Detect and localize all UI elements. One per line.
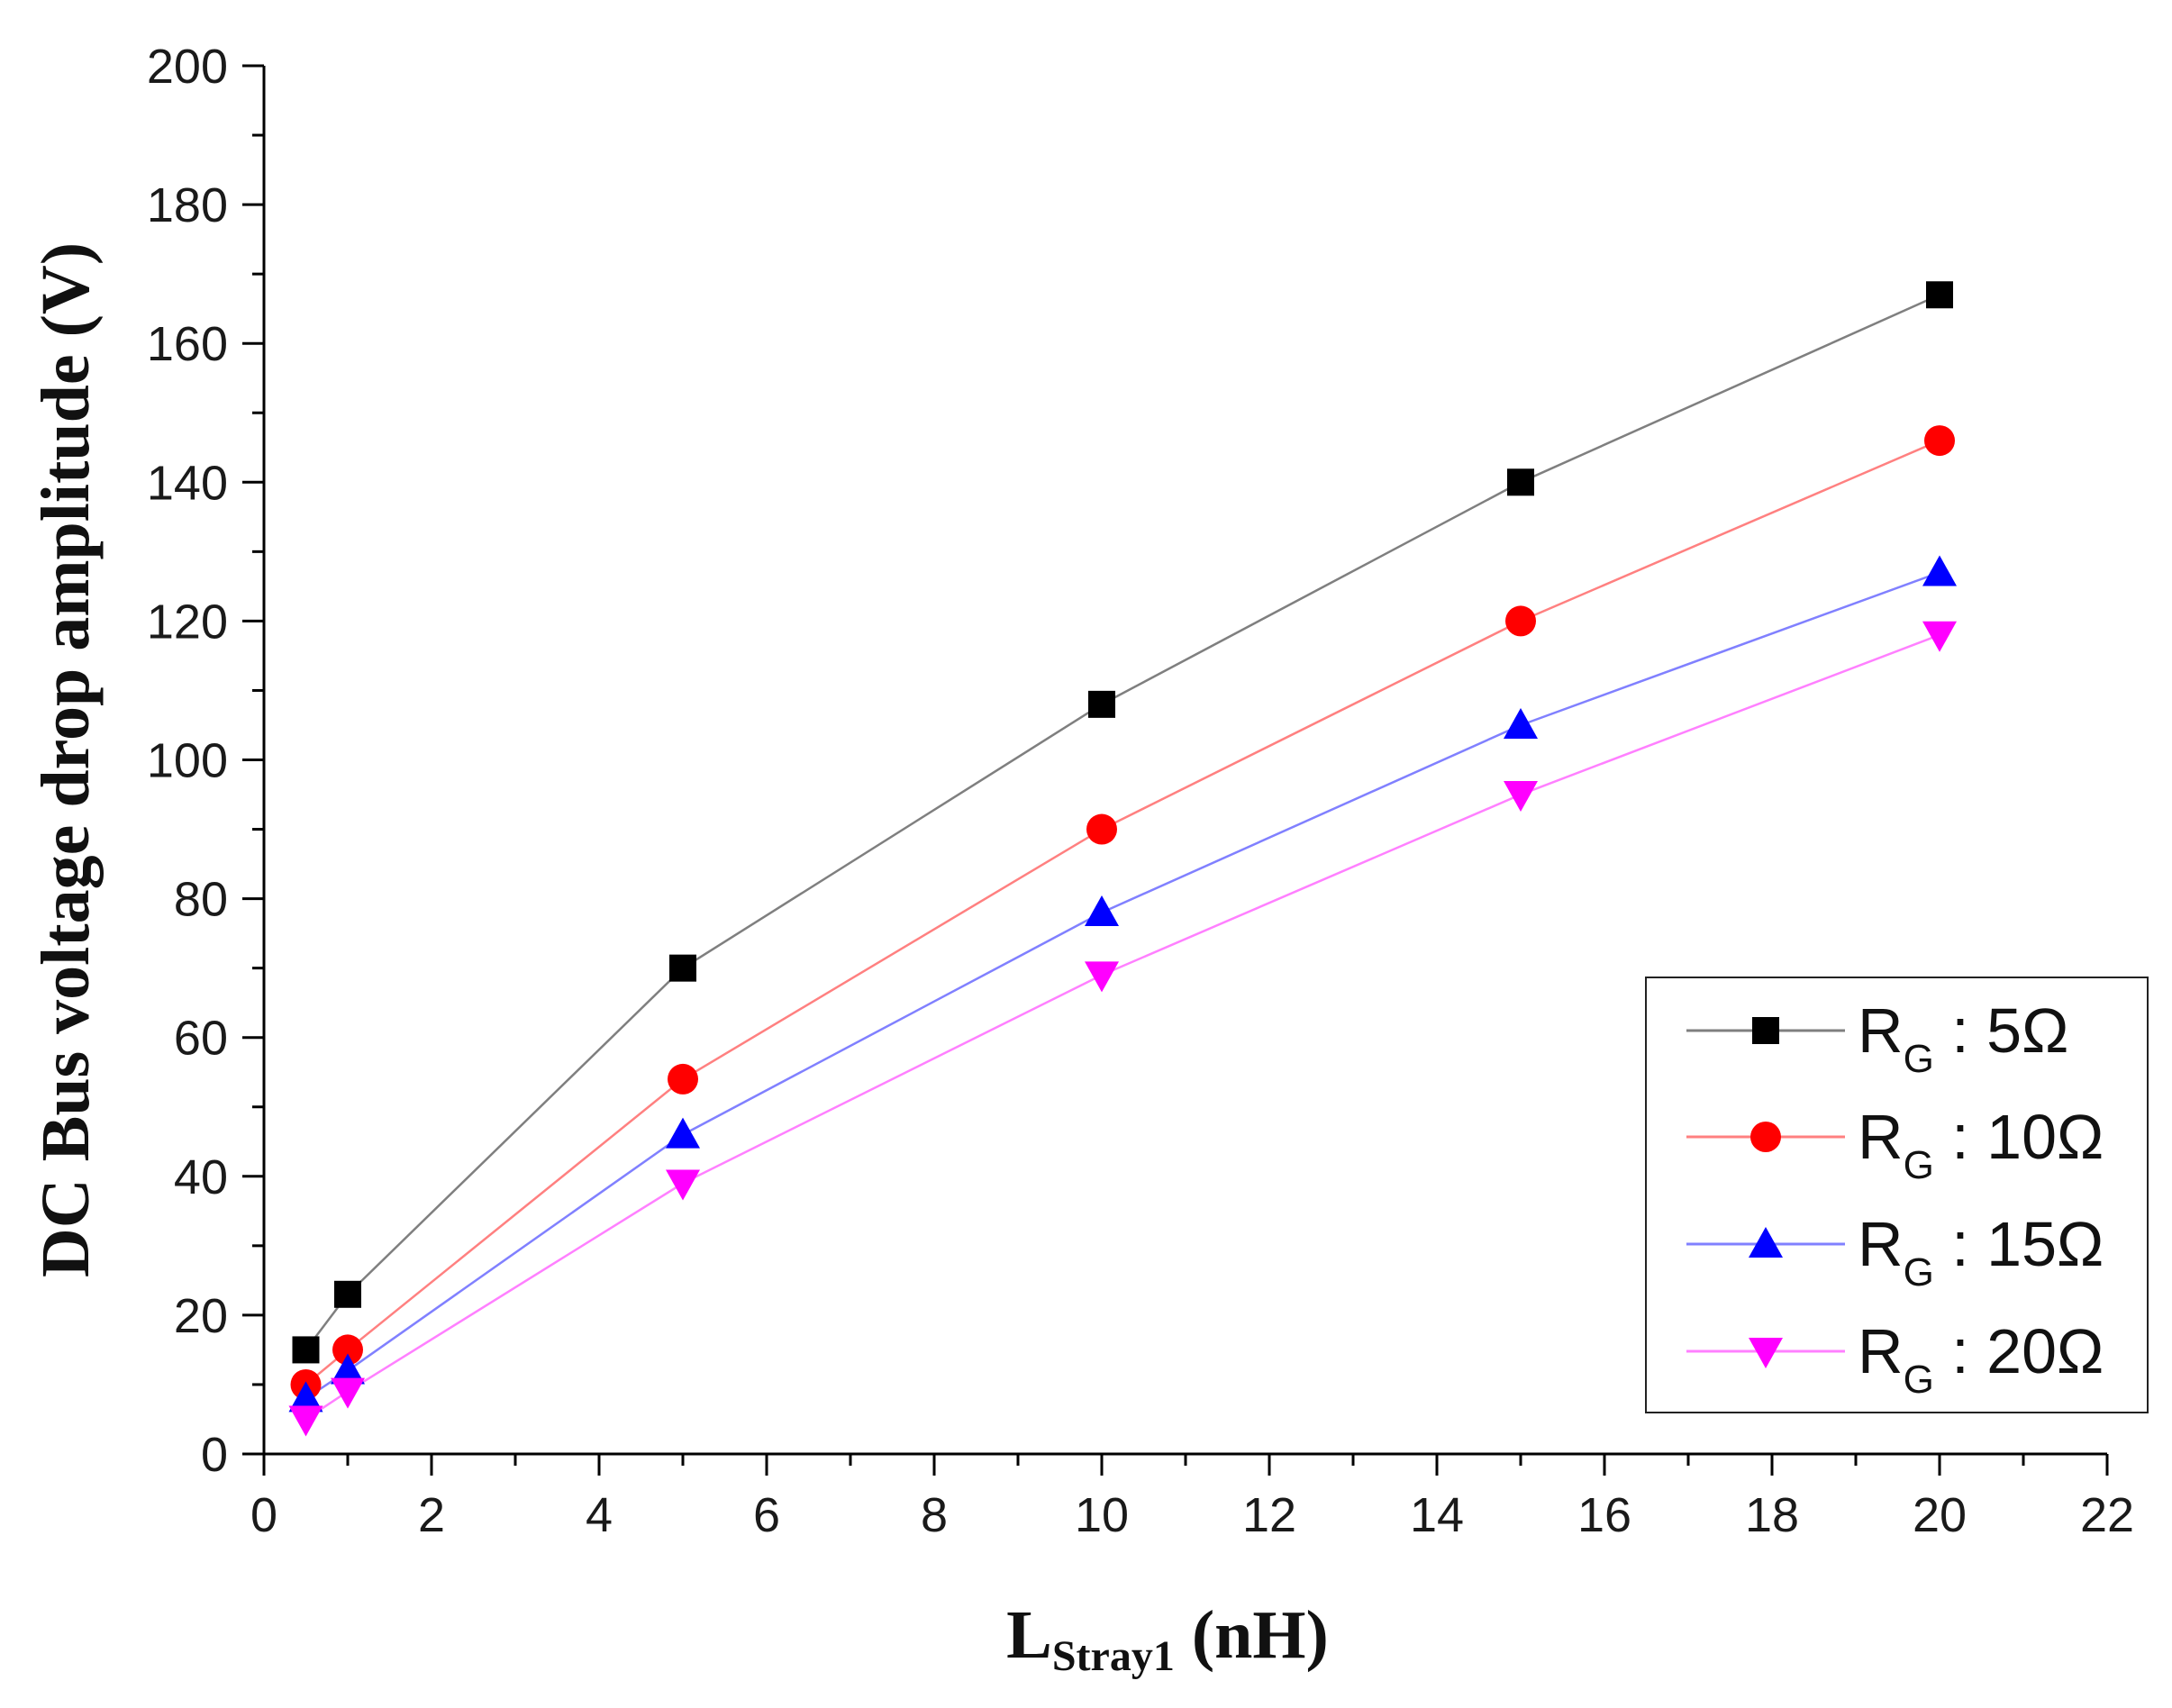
data-point-series-3 xyxy=(331,1353,365,1385)
data-point-series-3 xyxy=(666,1117,700,1149)
data-point-series-1 xyxy=(334,1280,361,1308)
x-axis-title-subscript: Stray1 xyxy=(1052,1632,1175,1680)
y-tick-label: 180 xyxy=(147,178,228,232)
data-point-series-1 xyxy=(669,954,696,982)
x-tick-label: 6 xyxy=(753,1488,780,1542)
plot-area xyxy=(288,281,1957,1437)
x-tick-label: 4 xyxy=(586,1488,613,1542)
x-axis-title: LStray1 (nH) xyxy=(1006,1597,1329,1680)
x-axis-title-main: L xyxy=(1006,1597,1052,1673)
x-tick-label: 12 xyxy=(1242,1488,1296,1542)
legend-marker-1 xyxy=(1752,1017,1779,1044)
legend: RG : 5Ω RG : 10Ω RG : 15Ω RG : 20Ω xyxy=(1645,977,2149,1413)
data-point-series-4 xyxy=(288,1405,323,1437)
y-tick-label: 80 xyxy=(174,873,228,927)
data-point-series-3 xyxy=(1085,895,1119,927)
data-point-series-1 xyxy=(1507,468,1534,496)
y-tick-label: 140 xyxy=(147,456,228,510)
y-tick-label: 200 xyxy=(147,40,228,94)
x-tick-label: 20 xyxy=(1913,1488,1967,1542)
data-point-series-2 xyxy=(1086,813,1117,845)
data-point-series-2 xyxy=(332,1334,363,1366)
data-point-series-1 xyxy=(1926,281,1953,309)
x-tick-label: 14 xyxy=(1410,1488,1464,1542)
data-point-series-4 xyxy=(1922,621,1957,652)
x-tick-label: 0 xyxy=(250,1488,277,1542)
y-tick-label: 120 xyxy=(147,595,228,649)
legend-label-4: RG : 20Ω xyxy=(1858,1316,2104,1402)
x-axis-title-unit: (nH) xyxy=(1175,1597,1329,1673)
data-point-series-3 xyxy=(1922,555,1957,586)
y-tick-label: 60 xyxy=(174,1012,228,1066)
data-point-series-4 xyxy=(1085,961,1119,993)
legend-label-2: RG : 10Ω xyxy=(1858,1102,2104,1187)
legend-box xyxy=(1645,977,2149,1413)
data-point-series-3 xyxy=(288,1381,323,1413)
legend-marker-4 xyxy=(1749,1338,1783,1368)
legend-label-3: RG : 15Ω xyxy=(1858,1209,2104,1295)
y-tick-label: 40 xyxy=(174,1150,228,1204)
series-line-4 xyxy=(304,633,1940,1421)
data-point-series-3 xyxy=(1504,707,1538,739)
axes: 0 20 40 60 80 100 120 140 160 180 200 0 2 4 6 8 10 12 14 16… xyxy=(147,40,2134,1542)
data-point-series-2 xyxy=(1924,425,1955,457)
x-tick-label: 16 xyxy=(1577,1488,1631,1542)
x-tick-label: 18 xyxy=(1745,1488,1799,1542)
data-point-series-1 xyxy=(292,1336,320,1364)
data-point-series-2 xyxy=(1505,605,1536,637)
data-point-series-4 xyxy=(331,1377,365,1409)
x-tick-label: 22 xyxy=(2080,1488,2134,1542)
legend-marker-2 xyxy=(1750,1122,1781,1152)
y-tick-label: 160 xyxy=(147,317,228,371)
data-point-series-1 xyxy=(1088,690,1115,718)
y-tick-label: 0 xyxy=(201,1428,228,1482)
x-tick-label: 10 xyxy=(1075,1488,1129,1542)
y-axis-title: DC Bus voltage drop amplitude (V) xyxy=(28,242,104,1277)
y-tick-label: 20 xyxy=(174,1289,228,1343)
legend-label-1: RG : 5Ω xyxy=(1858,995,2068,1081)
data-point-series-4 xyxy=(666,1169,700,1201)
x-tick-label: 2 xyxy=(418,1488,445,1542)
data-point-series-4 xyxy=(1504,781,1538,813)
y-tick-label: 100 xyxy=(147,734,228,788)
x-tick-label: 8 xyxy=(921,1488,948,1542)
data-point-series-2 xyxy=(668,1063,698,1095)
legend-marker-3 xyxy=(1749,1227,1783,1258)
